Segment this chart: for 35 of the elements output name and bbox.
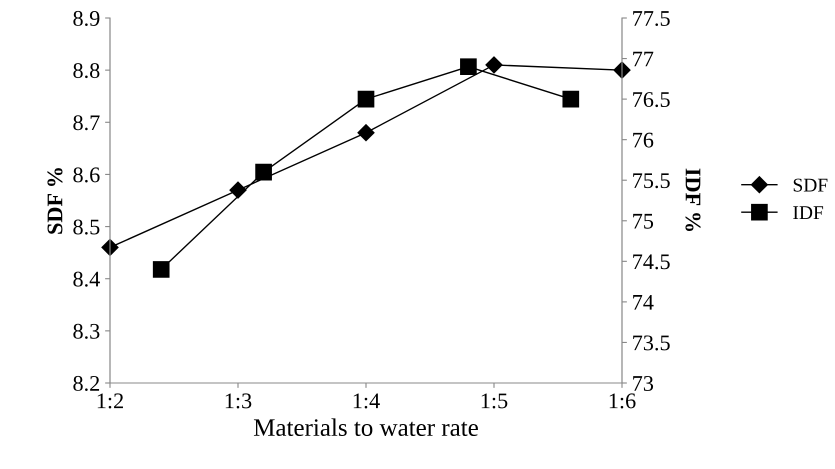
y2-tick-label: 74.5: [633, 254, 670, 270]
y-tick-label: 8.2: [73, 376, 100, 392]
y-tick-label: 8.4: [73, 272, 100, 287]
y2-tick-label: 73.5: [633, 335, 670, 350]
legend-label: SDF: [794, 178, 828, 192]
y-tick-label: 8.8: [73, 63, 100, 78]
y-axis-title: SDF %: [47, 168, 63, 234]
y2-tick-label: 75.5: [633, 173, 670, 188]
point: [358, 90, 374, 108]
point: [255, 164, 272, 180]
y-tick-label: 8.6: [73, 167, 100, 182]
x-tick-label: 1:4: [354, 393, 380, 408]
x-tick-label: 1:2: [98, 393, 123, 408]
x-tick-label: 1:3: [226, 393, 252, 408]
y2-tick-label: 76.5: [633, 92, 670, 108]
y2-tick-label: 73: [633, 376, 654, 391]
y2-axis-title: IDF %: [685, 168, 701, 232]
point: [152, 261, 170, 278]
y-tick-label: 8.3: [73, 324, 100, 339]
y2-tick-label: 77.5: [633, 11, 670, 26]
legend-label: IDF: [793, 206, 824, 220]
point: [460, 58, 477, 75]
point: [562, 90, 580, 108]
y-tick-label: 8.7: [73, 115, 100, 130]
y-tick-label: 8.5: [73, 220, 100, 235]
x-tick-label: 1:5: [482, 393, 508, 408]
x-axis-title: Materials to water rate: [254, 418, 478, 436]
y2-tick-label: 76: [633, 132, 654, 148]
y-tick-label: 8.9: [73, 10, 100, 26]
x-tick-label: 1:6: [610, 393, 636, 408]
y2-tick-label: 74: [633, 294, 654, 310]
y2-tick-label: 77: [633, 52, 654, 66]
y2-tick-label: 75: [633, 214, 654, 229]
point: [357, 124, 375, 142]
point: [485, 56, 503, 74]
